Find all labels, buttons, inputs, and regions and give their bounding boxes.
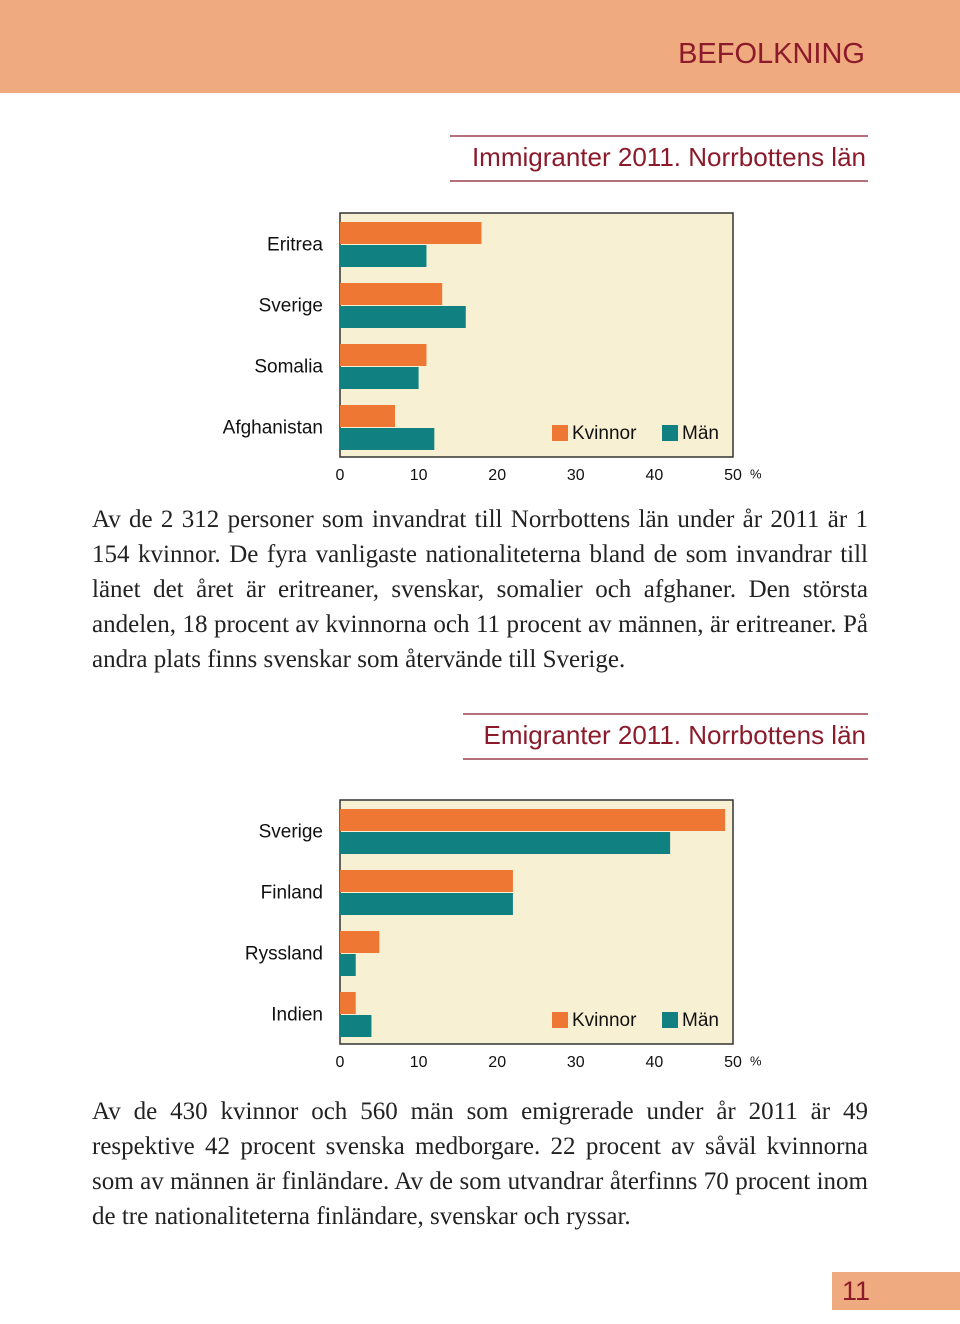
page-number: 11 bbox=[832, 1272, 960, 1310]
category-label: Indien bbox=[271, 1004, 323, 1025]
header-band: BEFOLKNING bbox=[0, 0, 960, 93]
category-label: Ryssland bbox=[245, 943, 323, 964]
chart-title: Immigranter 2011. Norrbottens län bbox=[472, 142, 866, 172]
bar bbox=[340, 870, 513, 892]
paragraph: Av de 430 kvinnor och 560 män som emigre… bbox=[92, 1098, 868, 1230]
category-label: Eritrea bbox=[267, 234, 323, 255]
bar bbox=[340, 954, 356, 976]
bar bbox=[340, 405, 396, 427]
bar bbox=[340, 893, 513, 915]
category-label: Sverige bbox=[259, 295, 323, 316]
bar bbox=[340, 306, 466, 328]
legend-label: Män bbox=[682, 1010, 719, 1031]
x-tick-label: 0 bbox=[336, 1054, 345, 1071]
category-label: Sverige bbox=[259, 821, 323, 842]
bar bbox=[340, 809, 726, 831]
x-tick-label: 10 bbox=[410, 1054, 428, 1071]
legend-label: Män bbox=[682, 423, 719, 444]
bar bbox=[340, 245, 427, 267]
x-tick-label: 40 bbox=[646, 1054, 664, 1071]
x-tick-label: 20 bbox=[488, 1054, 506, 1071]
x-tick-label: 30 bbox=[567, 1054, 585, 1071]
header-title: BEFOLKNING bbox=[678, 38, 865, 70]
x-tick-label: 0 bbox=[336, 467, 345, 484]
x-tick-label: 40 bbox=[646, 467, 664, 484]
chart: Immigranter 2011. Norrbottens län Eritrea… bbox=[223, 135, 868, 484]
category-label: Somalia bbox=[254, 356, 323, 377]
category-label: Finland bbox=[261, 882, 323, 903]
legend-swatch bbox=[662, 1012, 678, 1028]
category-label: Afghanistan bbox=[223, 417, 323, 438]
x-tick-label: 10 bbox=[410, 467, 428, 484]
bar bbox=[340, 1015, 372, 1037]
bar bbox=[340, 992, 356, 1014]
paragraph: Av de 2 312 personer som invandrat till … bbox=[92, 506, 868, 673]
bar bbox=[340, 832, 671, 854]
bar bbox=[340, 428, 435, 450]
bar bbox=[340, 283, 443, 305]
legend-swatch bbox=[662, 425, 678, 441]
bar bbox=[340, 931, 380, 953]
legend-swatch bbox=[552, 1012, 568, 1028]
x-axis-unit: % bbox=[750, 466, 762, 481]
x-tick-label: 20 bbox=[488, 467, 506, 484]
x-tick-label: 50 bbox=[724, 1054, 742, 1071]
bar bbox=[340, 344, 427, 366]
x-axis-unit: % bbox=[750, 1053, 762, 1068]
chart-title: Emigranter 2011. Norrbottens län bbox=[484, 720, 867, 750]
bar bbox=[340, 222, 482, 244]
legend-swatch bbox=[552, 425, 568, 441]
bar bbox=[340, 367, 419, 389]
x-tick-label: 30 bbox=[567, 467, 585, 484]
legend-label: Kvinnor bbox=[572, 1010, 637, 1031]
legend-label: Kvinnor bbox=[572, 423, 637, 444]
chart: Emigranter 2011. Norrbottens län Sverige F… bbox=[245, 713, 868, 1071]
x-tick-label: 50 bbox=[724, 467, 742, 484]
